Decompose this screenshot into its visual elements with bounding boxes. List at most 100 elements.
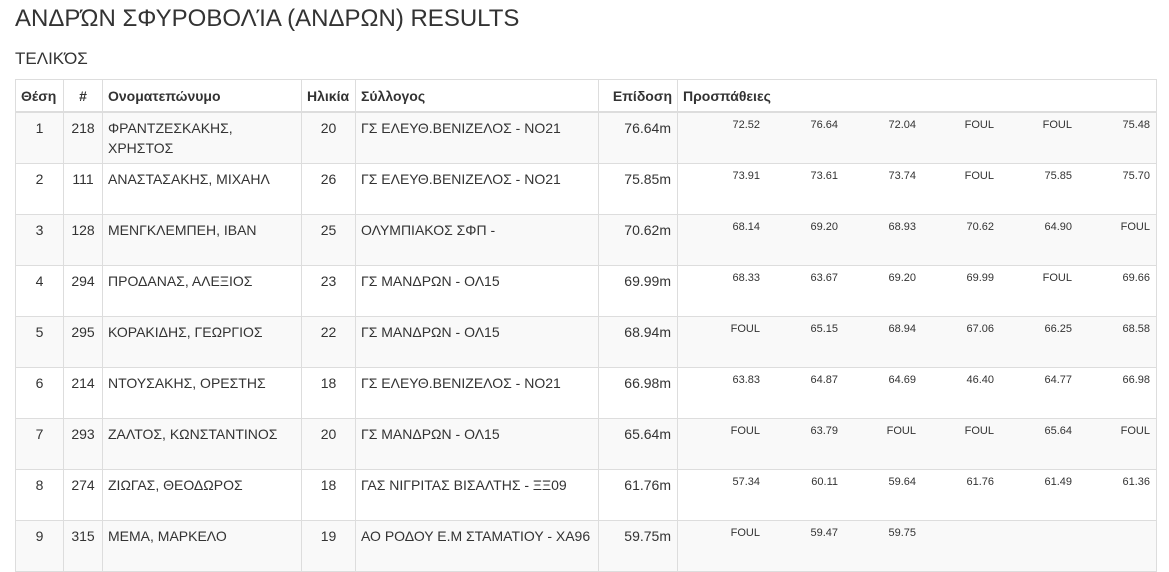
cell-club: ΓΣ ΕΛΕΥΘ.ΒΕΝΙΖΕΛΟΣ - ΝΟ21 [355, 163, 599, 215]
attempt-value: 75.48 [1122, 119, 1150, 131]
cell-attempts: 68.14 69.20 68.93 70.62 64.90 FOUL [677, 214, 1157, 266]
cell-position: 4 [15, 265, 64, 317]
cell-club: ΓΣ ΜΑΝΔΡΩΝ - ΟΛ15 [355, 316, 599, 368]
attempt-value: FOUL [730, 425, 760, 437]
attempt-value: 68.14 [732, 221, 760, 233]
attempt-value: FOUL [886, 425, 916, 437]
cell-bib: 315 [63, 520, 103, 572]
table-body: 1 218 ΦΡΑΝΤΖΕΣΚΑΚΗΣ, ΧΡΗΣΤΟΣ 20 ΓΣ ΕΛΕΥΘ… [15, 111, 1157, 572]
table-header: Θέση # Ονοματεπώνυμο Ηλικία Σύλλογος Επί… [15, 79, 1157, 113]
attempt-value: 60.11 [811, 476, 838, 488]
header-attempts: Προσπάθειες [677, 79, 1157, 113]
attempt-value: 68.58 [1122, 323, 1150, 335]
cell-age: 18 [301, 367, 356, 419]
attempt-value: FOUL [1120, 425, 1150, 437]
cell-performance: 75.85m [598, 163, 678, 215]
cell-bib: 218 [63, 111, 103, 164]
cell-club: ΓΣ ΜΑΝΔΡΩΝ - ΟΛ15 [355, 265, 599, 317]
attempts-list: 68.33 63.67 69.20 69.99 FOUL 69.66 [678, 272, 1156, 284]
results-page: ΑΝΔΡΏΝ ΣΦΥΡΟΒΟΛΊΑ (ΑΝΔΡΩΝ) RESULTS ΤΕΛΙΚ… [15, 5, 1157, 572]
cell-performance: 69.99m [598, 265, 678, 317]
cell-age: 26 [301, 163, 356, 215]
attempt-value: 68.93 [888, 221, 916, 233]
cell-attempts: 63.83 64.87 64.69 46.40 64.77 66.98 [677, 367, 1157, 419]
attempt-value: 64.87 [810, 374, 838, 386]
attempt-value: 70.62 [966, 221, 994, 233]
attempt-value: 67.06 [966, 323, 994, 335]
attempt-value: 73.91 [732, 170, 760, 182]
cell-performance: 76.64m [598, 111, 678, 164]
cell-attempts: FOUL 63.79 FOUL FOUL 65.64 FOUL [677, 418, 1157, 470]
table-row: 2 111 ΑΝΑΣΤΑΣΑΚΗΣ, ΜΙΧΑΗΛ 26 ΓΣ ΕΛΕΥΘ.ΒΕ… [15, 163, 1157, 215]
table-row: 7 293 ΖΑΛΤΟΣ, ΚΩΝΣΤΑΝΤΙΝΟΣ 20 ΓΣ ΜΑΝΔΡΩΝ… [15, 418, 1157, 470]
attempt-value: 63.83 [732, 374, 760, 386]
attempts-list: 63.83 64.87 64.69 46.40 64.77 66.98 [678, 374, 1156, 386]
attempt-value: FOUL [964, 425, 994, 437]
cell-attempts: 57.34 60.11 59.64 61.76 61.49 61.36 [677, 469, 1157, 521]
cell-bib: 293 [63, 418, 103, 470]
cell-performance: 61.76m [598, 469, 678, 521]
table-row: 1 218 ΦΡΑΝΤΖΕΣΚΑΚΗΣ, ΧΡΗΣΤΟΣ 20 ΓΣ ΕΛΕΥΘ… [15, 111, 1157, 164]
cell-bib: 295 [63, 316, 103, 368]
attempt-value: FOUL [730, 527, 760, 539]
cell-name: ΑΝΑΣΤΑΣΑΚΗΣ, ΜΙΧΑΗΛ [102, 163, 302, 215]
attempt-value: 57.34 [732, 476, 760, 488]
attempt-value: 69.20 [888, 272, 916, 284]
cell-age: 20 [301, 418, 356, 470]
header-bib: # [63, 79, 103, 113]
cell-name: ΝΤΟΥΣΑΚΗΣ, ΟΡΕΣΤΗΣ [102, 367, 302, 419]
cell-performance: 70.62m [598, 214, 678, 266]
cell-attempts: 68.33 63.67 69.20 69.99 FOUL 69.66 [677, 265, 1157, 317]
attempt-value: 65.64 [1044, 425, 1072, 437]
cell-age: 22 [301, 316, 356, 368]
page-title: ΑΝΔΡΏΝ ΣΦΥΡΟΒΟΛΊΑ (ΑΝΔΡΩΝ) RESULTS [15, 5, 520, 32]
cell-club: ΓΣ ΕΛΕΥΘ.ΒΕΝΙΖΕΛΟΣ - ΝΟ21 [355, 367, 599, 419]
attempt-value: 63.79 [810, 425, 838, 437]
cell-performance: 65.64m [598, 418, 678, 470]
attempt-value: 72.52 [732, 119, 760, 131]
attempts-list: 73.91 73.61 73.74 FOUL 75.85 75.70 [678, 170, 1156, 182]
cell-attempts: FOUL 65.15 68.94 67.06 66.25 68.58 [677, 316, 1157, 368]
attempt-value: 59.64 [888, 476, 916, 488]
attempts-list: 68.14 69.20 68.93 70.62 64.90 FOUL [678, 221, 1156, 233]
attempt-value [1072, 527, 1150, 539]
cell-performance: 59.75m [598, 520, 678, 572]
cell-name: ΖΑΛΤΟΣ, ΚΩΝΣΤΑΝΤΙΝΟΣ [102, 418, 302, 470]
attempt-value: 46.40 [966, 374, 994, 386]
cell-name: ΚΟΡΑΚΙΔΗΣ, ΓΕΩΡΓΙΟΣ [102, 316, 302, 368]
attempt-value: 64.77 [1044, 374, 1072, 386]
cell-age: 18 [301, 469, 356, 521]
cell-bib: 214 [63, 367, 103, 419]
attempts-list: FOUL 65.15 68.94 67.06 66.25 68.58 [678, 323, 1156, 335]
attempt-value: 72.04 [888, 119, 916, 131]
cell-attempts: FOUL 59.47 59.75 [677, 520, 1157, 572]
cell-performance: 68.94m [598, 316, 678, 368]
cell-name: ΜΕΜΑ, ΜΑΡΚΕΛΟ [102, 520, 302, 572]
attempt-value: 61.49 [1044, 476, 1072, 488]
attempt-value: 69.66 [1122, 272, 1150, 284]
cell-position: 1 [15, 111, 64, 164]
cell-bib: 274 [63, 469, 103, 521]
table-row: 3 128 ΜΕΝΓΚΛΕΜΠΕΗ, ΙΒΑΝ 25 ΟΛΥΜΠΙΑΚΟΣ ΣΦ… [15, 214, 1157, 266]
attempt-value: 64.69 [888, 374, 916, 386]
attempt-value: 59.47 [810, 527, 838, 539]
cell-club: ΟΛΥΜΠΙΑΚΟΣ ΣΦΠ - [355, 214, 599, 266]
cell-attempts: 72.52 76.64 72.04 FOUL FOUL 75.48 [677, 111, 1157, 164]
cell-position: 5 [15, 316, 64, 368]
table-row: 5 295 ΚΟΡΑΚΙΔΗΣ, ΓΕΩΡΓΙΟΣ 22 ΓΣ ΜΑΝΔΡΩΝ … [15, 316, 1157, 368]
header-age: Ηλικία [301, 79, 356, 113]
attempts-list: 72.52 76.64 72.04 FOUL FOUL 75.48 [678, 119, 1156, 131]
attempt-value: FOUL [964, 170, 994, 182]
cell-name: ΠΡΟΔΑΝΑΣ, ΑΛΕΞΙΟΣ [102, 265, 302, 317]
attempt-value: 69.99 [966, 272, 994, 284]
attempt-value: 66.25 [1044, 323, 1072, 335]
attempt-value: 69.20 [810, 221, 838, 233]
cell-bib: 111 [63, 163, 103, 215]
attempt-value: 66.98 [1122, 374, 1150, 386]
cell-bib: 294 [63, 265, 103, 317]
attempt-value: 65.15 [810, 323, 838, 335]
cell-position: 9 [15, 520, 64, 572]
cell-age: 19 [301, 520, 356, 572]
table-row: 6 214 ΝΤΟΥΣΑΚΗΣ, ΟΡΕΣΤΗΣ 18 ΓΣ ΕΛΕΥΘ.ΒΕΝ… [15, 367, 1157, 419]
attempt-value: 61.36 [1122, 476, 1150, 488]
